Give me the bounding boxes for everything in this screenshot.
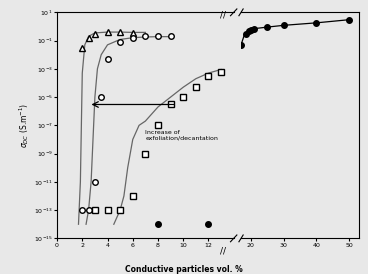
Y-axis label: $\sigma_{DC}$ (S.m$^{-1}$): $\sigma_{DC}$ (S.m$^{-1}$)	[17, 103, 31, 148]
Text: Increase of
exfoliation/decantation: Increase of exfoliation/decantation	[145, 130, 218, 140]
Text: //: //	[220, 246, 226, 255]
Text: Conductive particles vol. %: Conductive particles vol. %	[125, 265, 243, 274]
Text: //: //	[220, 11, 226, 19]
